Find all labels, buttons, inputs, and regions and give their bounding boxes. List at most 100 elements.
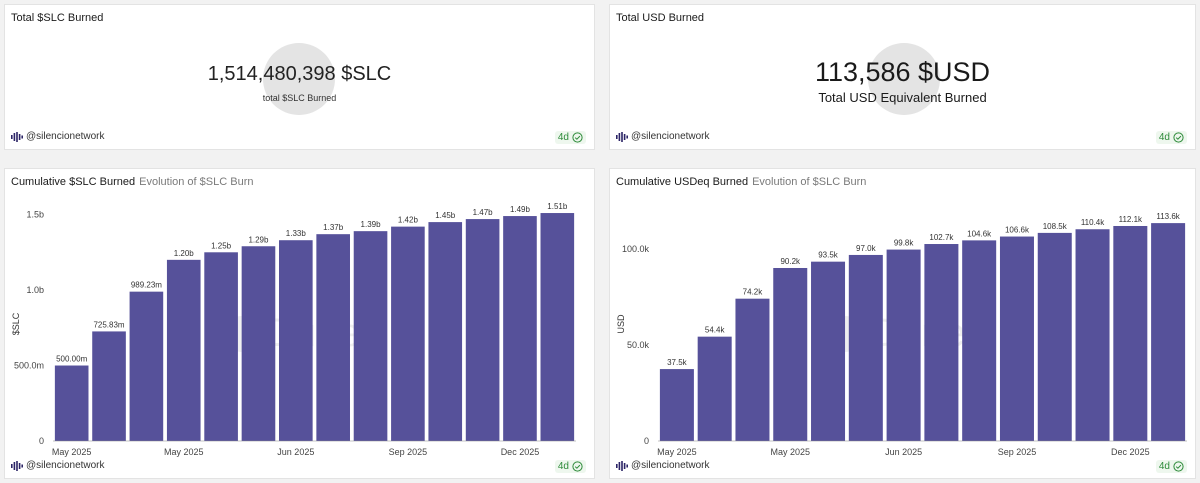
- x-tick-label: Jun 2025: [885, 447, 922, 457]
- refresh-age-badge[interactable]: 4d: [554, 131, 586, 144]
- bar-value-label: 93.5k: [818, 251, 839, 260]
- silencio-logo-icon: [616, 131, 628, 142]
- bar-value-label: 1.39b: [361, 220, 382, 229]
- cumulative-usdeq-chart-panel: Cumulative USDeq Burned Evolution of $SLC…: [609, 168, 1196, 479]
- bar: [999, 236, 1034, 441]
- bar-value-label: 113.6k: [1156, 212, 1180, 221]
- panel-title: Total $SLC Burned: [11, 12, 104, 24]
- counter-decoration: [868, 43, 940, 115]
- bar: [886, 249, 921, 441]
- bar-value-label: 112.1k: [1119, 215, 1143, 224]
- bar-value-label: 725.83m: [93, 320, 124, 329]
- bar-value-label: 989.23m: [131, 281, 162, 290]
- check-circle-icon: [1173, 461, 1184, 472]
- chart-subtitle: Evolution of $SLC Burn: [139, 176, 254, 188]
- bar-value-label: 1.29b: [248, 235, 269, 244]
- bar-value-label: 90.2k: [780, 257, 801, 266]
- author-link[interactable]: @silencionetwork: [616, 131, 710, 142]
- bar-value-label: 1.20b: [174, 249, 195, 258]
- x-tick-label: May 2025: [164, 447, 204, 457]
- age-text: 4d: [1158, 132, 1170, 143]
- author-name: @silencionetwork: [631, 131, 710, 142]
- bar: [773, 267, 808, 441]
- y-tick-label: 500.0m: [14, 361, 44, 371]
- bar-value-label: 1.42b: [398, 216, 419, 225]
- panel-title: Total USD Burned: [616, 12, 705, 24]
- panel-title: Cumulative USDeq Burned Evolution of $SLC…: [616, 176, 866, 188]
- bar: [503, 216, 537, 441]
- y-tick-label: 0: [644, 436, 649, 446]
- bar-value-label: 74.2k: [743, 288, 764, 297]
- y-axis-label: $SLC: [11, 312, 21, 335]
- counter-label: total $SLC Burned: [262, 93, 337, 103]
- counter-value: 113,586 $USD: [814, 57, 991, 87]
- x-tick-label: Dec 2025: [501, 447, 540, 457]
- author-link[interactable]: @silencionetwork: [616, 460, 710, 471]
- age-text: 4d: [1158, 461, 1170, 472]
- age-text: 4d: [557, 461, 569, 472]
- chart-title: Cumulative $SLC Burned: [11, 176, 136, 188]
- bar-value-label: 37.5k: [667, 358, 688, 367]
- chart-title: Cumulative USDeq Burned: [616, 176, 749, 188]
- author-link[interactable]: @silencionetwork: [11, 131, 105, 142]
- bar-value-label: 102.7k: [929, 233, 954, 242]
- x-tick-label: Jun 2025: [277, 447, 314, 457]
- y-axis-label: USD: [616, 314, 626, 334]
- bar: [129, 291, 164, 441]
- bar: [465, 219, 500, 441]
- y-tick-label: 1.5b: [26, 210, 44, 220]
- bar: [848, 254, 883, 441]
- bar: [204, 252, 238, 441]
- bar-value-label: 108.5k: [1043, 222, 1068, 231]
- x-tick-label: May 2025: [52, 447, 92, 457]
- bar-value-label: 97.0k: [856, 244, 877, 253]
- counter-label: Total USD Equivalent Burned: [818, 90, 987, 105]
- refresh-age-badge[interactable]: 4d: [1155, 460, 1187, 473]
- bar-value-label: 110.4k: [1081, 218, 1105, 227]
- refresh-age-badge[interactable]: 4d: [554, 460, 586, 473]
- bar-value-label: 1.25b: [211, 241, 232, 250]
- silencio-logo-icon: [11, 460, 23, 471]
- bar: [166, 259, 201, 441]
- bar: [241, 246, 276, 441]
- silencio-logo-icon: [11, 131, 23, 142]
- bar: [353, 231, 388, 441]
- bar: [428, 222, 463, 441]
- counter-value: 1,514,480,398 $SLC: [207, 63, 392, 85]
- bar-value-label: 104.6k: [967, 229, 992, 238]
- y-tick-label: 1.0b: [26, 285, 44, 295]
- check-circle-icon: [572, 132, 583, 143]
- total-slc-burned-panel: Total $SLC Burned 1,514,480,398 $SLC tot…: [4, 4, 595, 150]
- bar: [811, 261, 846, 441]
- bar: [54, 365, 89, 441]
- y-tick-label: 0: [39, 436, 44, 446]
- bar: [924, 244, 959, 441]
- bar: [92, 331, 126, 441]
- x-tick-label: Sep 2025: [998, 447, 1037, 457]
- bar: [659, 369, 694, 441]
- author-name: @silencionetwork: [631, 460, 710, 471]
- bar-value-label: 54.4k: [705, 326, 726, 335]
- bar: [962, 240, 997, 441]
- cumulative-slc-bar-chart: 0 500.0m 1.0b 1.5b $SLC 500.00m 725.83m 989.23m…: [11, 202, 576, 457]
- check-circle-icon: [1173, 132, 1184, 143]
- refresh-age-badge[interactable]: 4d: [1155, 131, 1187, 144]
- bar: [540, 213, 575, 441]
- cumulative-slc-chart-panel: Cumulative $SLC Burned Evolution of $SLC …: [4, 168, 595, 479]
- bar: [735, 298, 770, 441]
- bar-value-label: 1.51b: [547, 202, 568, 211]
- bar: [1075, 229, 1110, 441]
- total-usd-burned-panel: Total USD Burned 113,586 $USD Total USD …: [609, 4, 1196, 150]
- bar-value-label: 1.33b: [286, 229, 307, 238]
- bar-value-label: 106.6k: [1005, 226, 1030, 235]
- check-circle-icon: [572, 461, 583, 472]
- x-tick-label: May 2025: [770, 447, 810, 457]
- x-tick-label: Dec 2025: [1111, 447, 1150, 457]
- cumulative-usdeq-bar-chart: 0 50.0k 100.0k USD 37.5k 54.4k 74.2k 90.2k 93.5k…: [616, 212, 1187, 457]
- bar-value-label: 1.49b: [510, 205, 531, 214]
- x-tick-label: May 2025: [657, 447, 697, 457]
- bar: [1151, 223, 1186, 441]
- bar: [391, 226, 425, 441]
- author-link[interactable]: @silencionetwork: [11, 460, 105, 471]
- y-tick-label: 50.0k: [627, 340, 650, 350]
